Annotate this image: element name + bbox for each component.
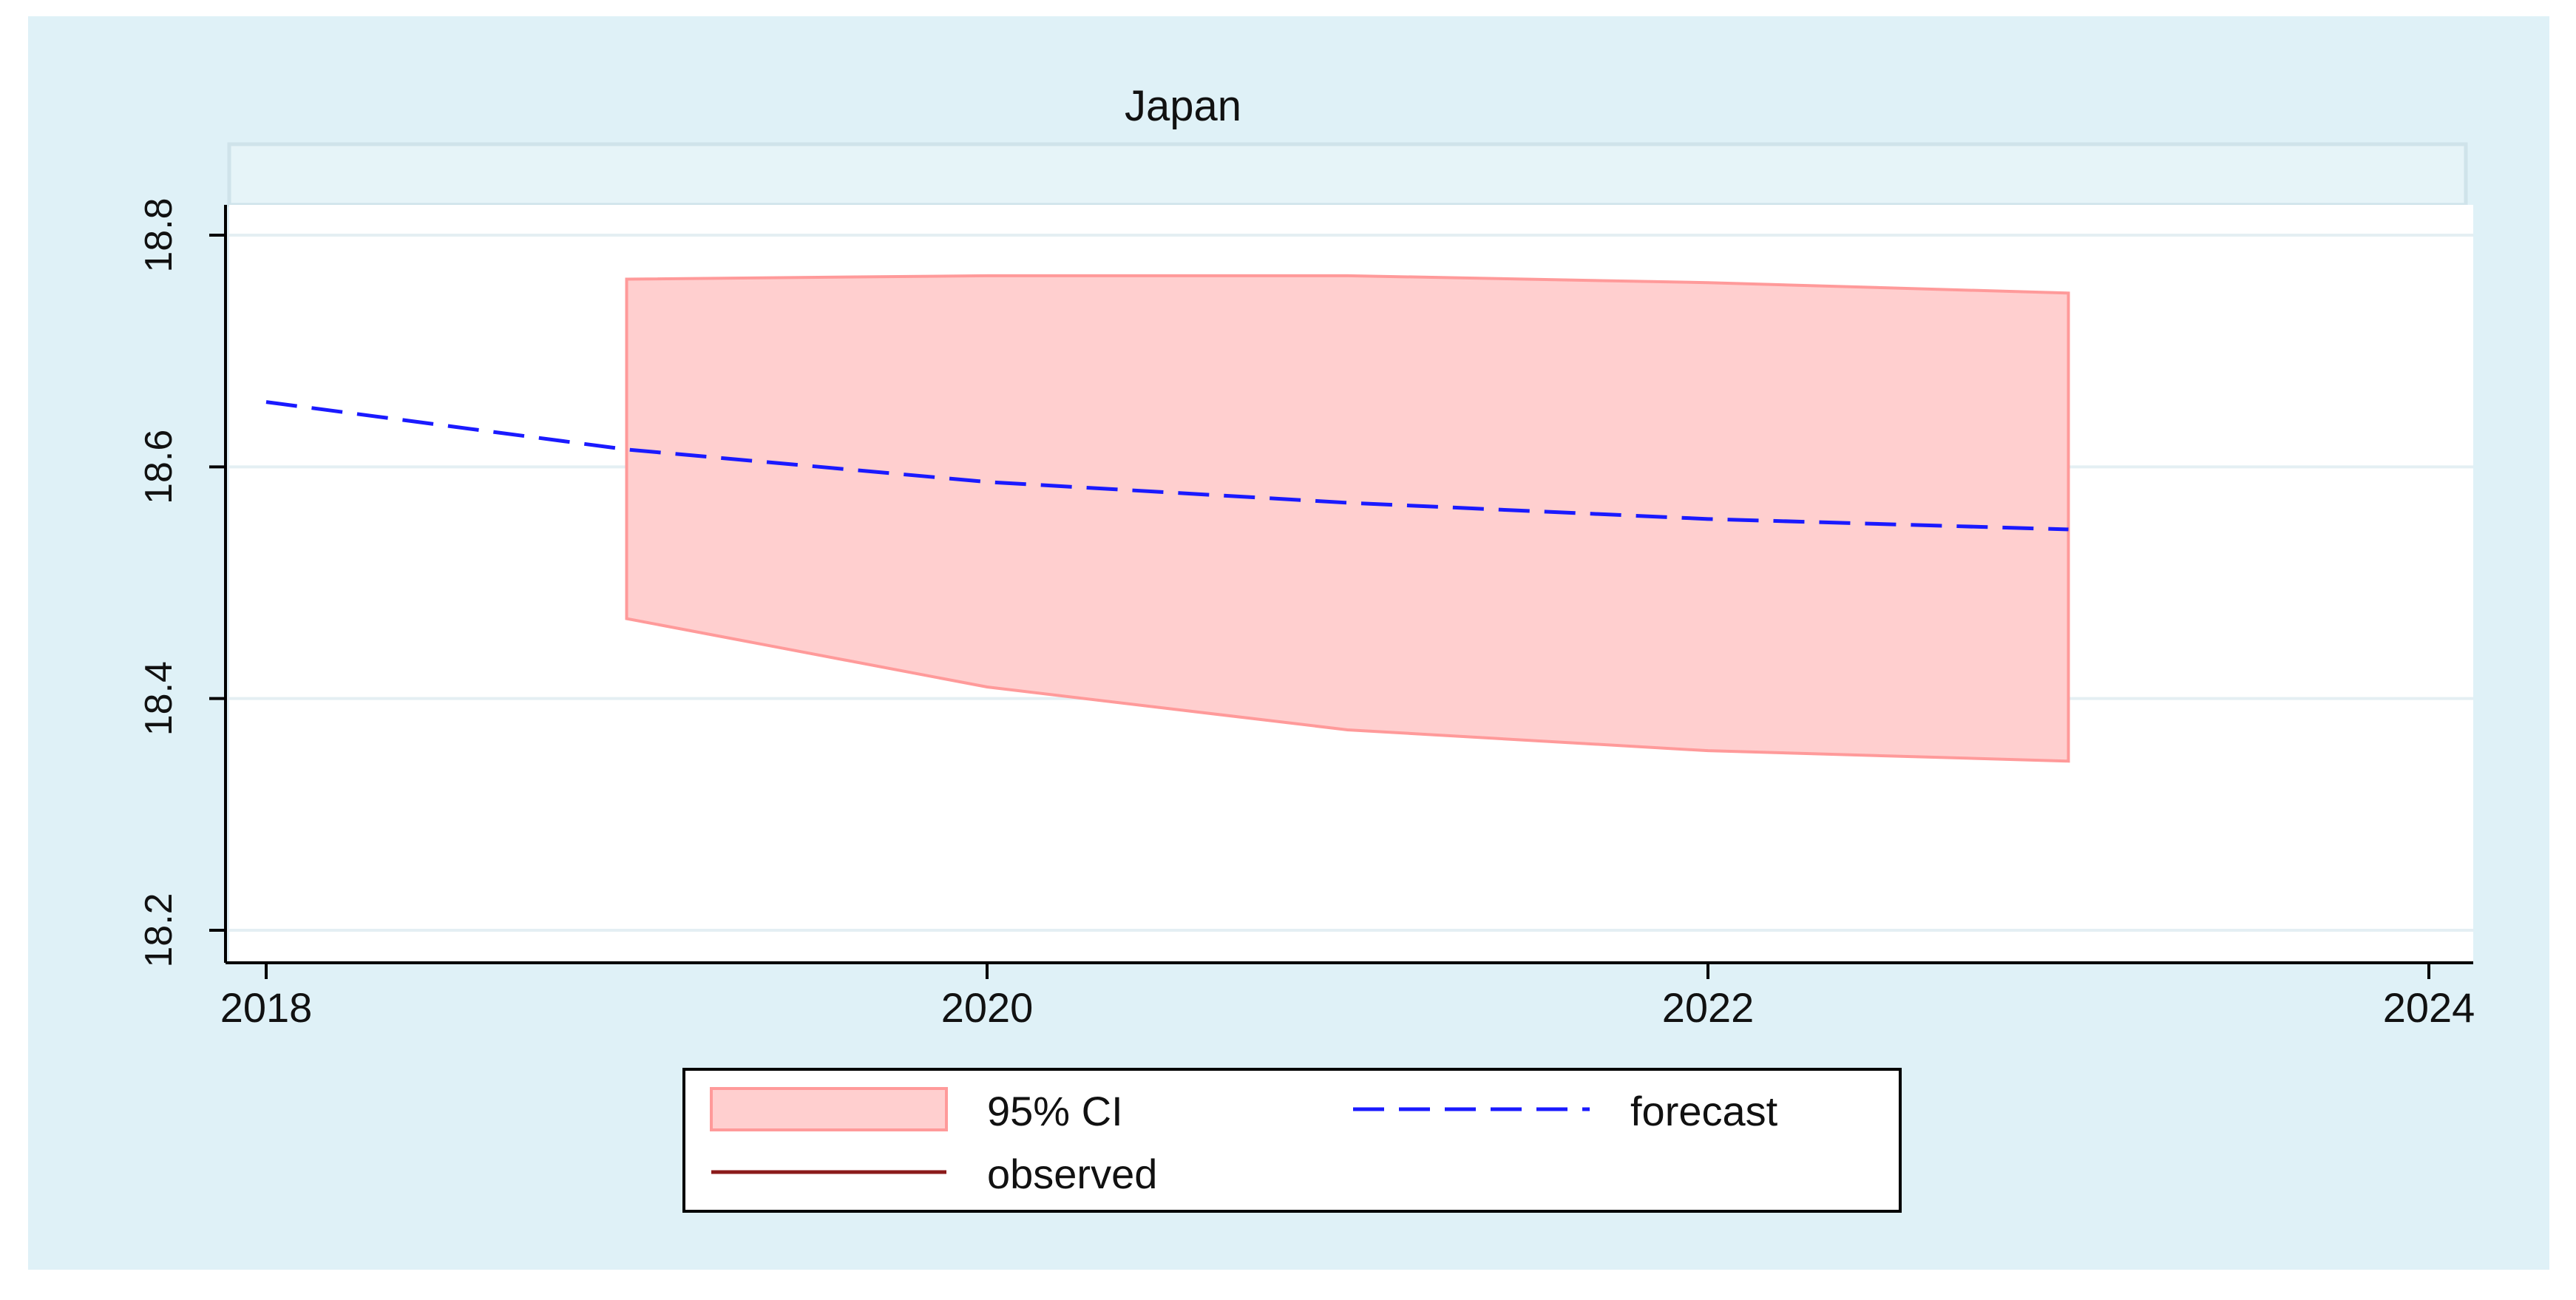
y-tick-label: 18.2	[138, 893, 180, 967]
y-tick-label: 18.6	[138, 430, 180, 504]
legend-swatch-ci	[710, 1087, 948, 1131]
chart-title: Japan	[1125, 82, 1241, 130]
x-tick-label: 2022	[1662, 984, 1755, 1031]
subtitle-box	[227, 142, 2468, 207]
series-layer	[265, 400, 2069, 532]
legend-label-observed: observed	[987, 1151, 1157, 1197]
ci-band	[625, 274, 2070, 763]
x-tick-label: 2018	[220, 984, 313, 1031]
y-tick-label: 18.8	[138, 197, 180, 272]
legend-label-ci: 95% CI	[987, 1088, 1123, 1134]
x-tick-label: 2024	[2383, 984, 2475, 1031]
ci-band-layer	[625, 274, 2070, 763]
legend-label-forecast: forecast	[1630, 1088, 1778, 1134]
y-tick-label: 18.4	[138, 661, 180, 736]
series-line-forecast	[265, 400, 2069, 532]
legend: 95% CI forecast observed	[682, 1068, 1902, 1213]
axes-layer: 18.2 18.4 18.6 18.8 2018 2020 2022 2024	[138, 197, 2475, 1031]
x-tick-label: 2020	[941, 984, 1034, 1031]
